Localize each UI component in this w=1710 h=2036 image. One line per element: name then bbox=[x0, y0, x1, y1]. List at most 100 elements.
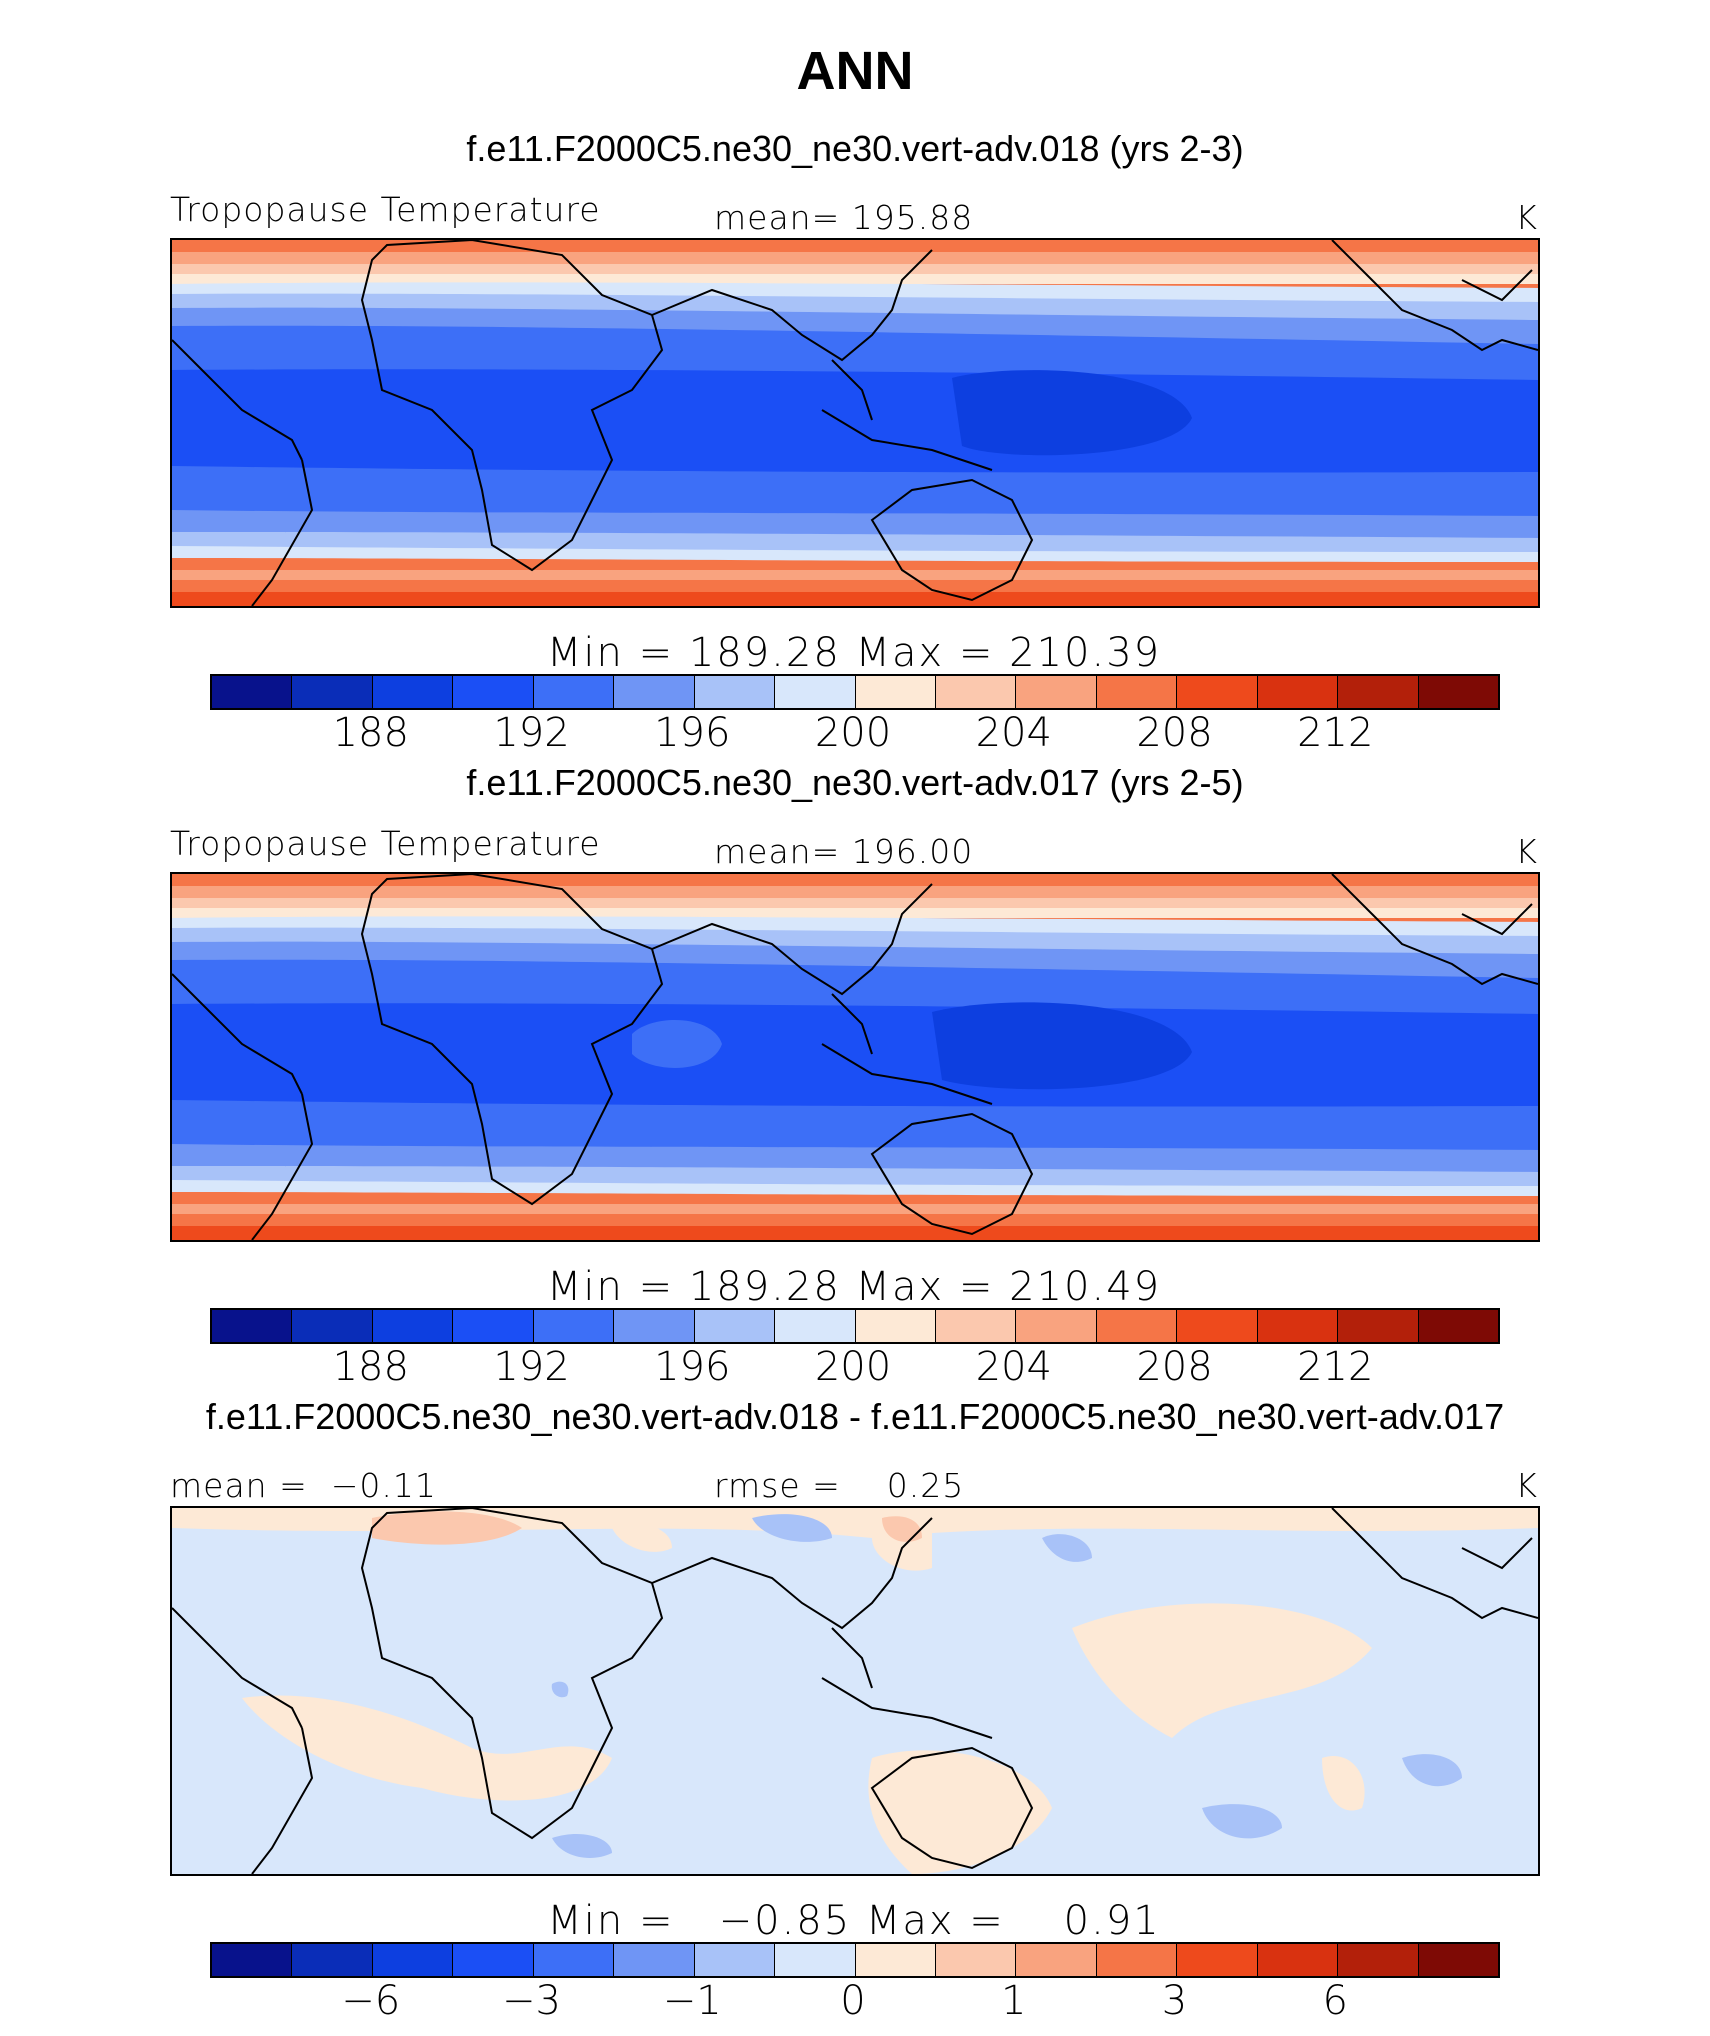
panel-2-coastlines bbox=[172, 874, 1538, 1240]
colorbar-tick-label: 188 bbox=[332, 1344, 409, 1390]
colorbar-tick-label: 192 bbox=[493, 710, 570, 756]
panel-1-colorbar-swatch bbox=[1016, 676, 1097, 708]
panel-1-colorbar-swatch bbox=[1338, 676, 1419, 708]
colorbar-tick-label: 188 bbox=[332, 710, 409, 756]
colorbar-tick-label: 3 bbox=[1161, 1978, 1188, 2024]
panel-3-colorbar-swatch bbox=[1257, 1944, 1339, 1976]
panel-1-mean-label: mean= 195.88 bbox=[714, 198, 974, 237]
colorbar-tick-label: 200 bbox=[814, 1344, 892, 1390]
panel-2-colorbar-swatch bbox=[694, 1310, 776, 1342]
figure-title: ANN bbox=[796, 41, 914, 101]
panel-1-left-label: Tropopause Temperature bbox=[170, 190, 601, 229]
panel-3-colorbar-swatch bbox=[694, 1944, 776, 1976]
panel-3-colorbar-ticks: −6 −3 −1 0 1 3 6 bbox=[210, 1978, 1496, 2026]
colorbar-tick-label: 200 bbox=[814, 710, 892, 756]
panel-2-colorbar-swatch bbox=[855, 1310, 936, 1342]
colorbar-tick-label: 196 bbox=[654, 1344, 731, 1390]
colorbar-tick-label: −1 bbox=[662, 1978, 722, 2024]
panel-3-minmax: Min = −0.85 Max = 0.91 bbox=[547, 1898, 1161, 1944]
panel-1-colorbar-swatch bbox=[694, 676, 776, 708]
panel-3-rmse-label: rmse = 0.25 bbox=[714, 1466, 965, 1505]
panel-2-units-label: K bbox=[1515, 832, 1538, 871]
panel-3-map bbox=[170, 1506, 1540, 1876]
panel-2-colorbar-swatch bbox=[1418, 1310, 1498, 1342]
colorbar-tick-label: 1 bbox=[1001, 1978, 1027, 2024]
panel-3-colorbar-swatch bbox=[212, 1944, 293, 1976]
panel-2-colorbar-swatch bbox=[935, 1310, 1017, 1342]
panel-3-colorbar-swatch bbox=[292, 1944, 373, 1976]
panel-1-colorbar-swatch bbox=[212, 676, 293, 708]
colorbar-tick-label: 6 bbox=[1322, 1978, 1348, 2024]
panel-3-colorbar-swatch bbox=[775, 1944, 856, 1976]
panel-2-colorbar-swatch bbox=[212, 1310, 293, 1342]
panel-3-colorbar-swatch bbox=[855, 1944, 936, 1976]
panel-1-colorbar-swatch bbox=[292, 676, 373, 708]
panel-3-colorbar bbox=[210, 1942, 1500, 1978]
colorbar-tick-label: −3 bbox=[502, 1978, 561, 2024]
panel-1-title: f.e11.F2000C5.ne30_ne30.vert-adv.018 (yr… bbox=[466, 128, 1244, 169]
panel-1-minmax: Min = 189.28 Max = 210.39 bbox=[546, 630, 1162, 676]
panel-3-units-label: K bbox=[1515, 1466, 1538, 1505]
panel-2-colorbar-swatch bbox=[1257, 1310, 1339, 1342]
panel-3-colorbar-swatch bbox=[372, 1944, 454, 1976]
panel-2-colorbar-swatch bbox=[775, 1310, 856, 1342]
colorbar-tick-label: 208 bbox=[1136, 710, 1213, 756]
panel-2-colorbar-ticks: 188 192 196 200 204 208 212 bbox=[210, 1344, 1496, 1392]
panel-1-colorbar-swatch bbox=[775, 676, 856, 708]
panel-2: Tropopause Temperature mean= 196.00 K bbox=[170, 824, 1540, 1390]
panel-1-colorbar-swatch bbox=[453, 676, 534, 708]
panel-1-colorbar-swatch bbox=[935, 676, 1017, 708]
panel-2-colorbar-swatch bbox=[1016, 1310, 1097, 1342]
panel-2-colorbar-swatch bbox=[1177, 1310, 1258, 1342]
panel-1: Tropopause Temperature mean= 195.88 K bbox=[170, 190, 1540, 756]
panel-2-colorbar-swatch bbox=[292, 1310, 373, 1342]
panel-1-colorbar-swatch bbox=[1177, 676, 1258, 708]
panel-2-map-svg bbox=[172, 874, 1538, 1240]
panel-3-colorbar-swatch bbox=[1338, 1944, 1419, 1976]
panel-2-map bbox=[170, 872, 1540, 1242]
panel-1-colorbar-ticks: 188 192 196 200 204 208 212 bbox=[210, 710, 1496, 758]
panel-1-map bbox=[170, 238, 1540, 608]
panel-3-colorbar-swatch bbox=[453, 1944, 534, 1976]
panel-2-title: f.e11.F2000C5.ne30_ne30.vert-adv.017 (yr… bbox=[466, 762, 1244, 803]
panel-3-map-svg bbox=[172, 1508, 1538, 1874]
panel-2-colorbar-swatch bbox=[372, 1310, 454, 1342]
panel-1-colorbar-swatch bbox=[533, 676, 615, 708]
panel-3-colorbar-swatch bbox=[1177, 1944, 1258, 1976]
panel-1-units-label: K bbox=[1515, 198, 1538, 237]
panel-1-coastlines bbox=[172, 240, 1538, 606]
panel-1-colorbar-swatch bbox=[614, 676, 695, 708]
colorbar-tick-label: 212 bbox=[1297, 1344, 1374, 1390]
colorbar-tick-label: 204 bbox=[975, 1344, 1052, 1390]
panel-3: mean = −0.11 rmse = 0.25 K bbox=[170, 1458, 1540, 2024]
colorbar-tick-label: 192 bbox=[493, 1344, 570, 1390]
panel-2-minmax: Min = 189.28 Max = 210.49 bbox=[546, 1264, 1162, 1310]
panel-3-colorbar-swatch bbox=[1096, 1944, 1178, 1976]
panel-1-colorbar-swatch bbox=[1257, 676, 1339, 708]
panel-2-left-label: Tropopause Temperature bbox=[170, 824, 601, 863]
colorbar-tick-label: 0 bbox=[840, 1978, 866, 2024]
panel-2-colorbar bbox=[210, 1308, 1500, 1344]
panel-2-colorbar-swatch bbox=[1096, 1310, 1178, 1342]
panel-2-colorbar-swatch bbox=[614, 1310, 695, 1342]
panel-2-mean-label: mean= 196.00 bbox=[714, 832, 974, 871]
panel-3-coastlines bbox=[172, 1508, 1538, 1874]
panel-2-colorbar-swatch bbox=[453, 1310, 534, 1342]
panel-1-colorbar bbox=[210, 674, 1500, 710]
panel-3-colorbar-swatch bbox=[533, 1944, 615, 1976]
colorbar-tick-label: 204 bbox=[975, 710, 1052, 756]
panel-2-colorbar-swatch bbox=[1338, 1310, 1419, 1342]
panel-3-colorbar-swatch bbox=[1418, 1944, 1498, 1976]
panel-1-colorbar-swatch bbox=[855, 676, 936, 708]
colorbar-tick-label: 196 bbox=[654, 710, 731, 756]
panel-1-map-svg bbox=[172, 240, 1538, 606]
panel-3-mean-label: mean = −0.11 bbox=[170, 1466, 437, 1505]
colorbar-tick-label: 208 bbox=[1136, 1344, 1213, 1390]
panel-3-title: f.e11.F2000C5.ne30_ne30.vert-adv.018 - f… bbox=[205, 1396, 1505, 1437]
panel-2-colorbar-swatch bbox=[533, 1310, 615, 1342]
panel-3-colorbar-swatch bbox=[1016, 1944, 1097, 1976]
colorbar-tick-label: 212 bbox=[1297, 710, 1374, 756]
panel-3-colorbar-swatch bbox=[614, 1944, 695, 1976]
colorbar-tick-label: −6 bbox=[341, 1978, 401, 2024]
panel-1-colorbar-swatch bbox=[372, 676, 454, 708]
